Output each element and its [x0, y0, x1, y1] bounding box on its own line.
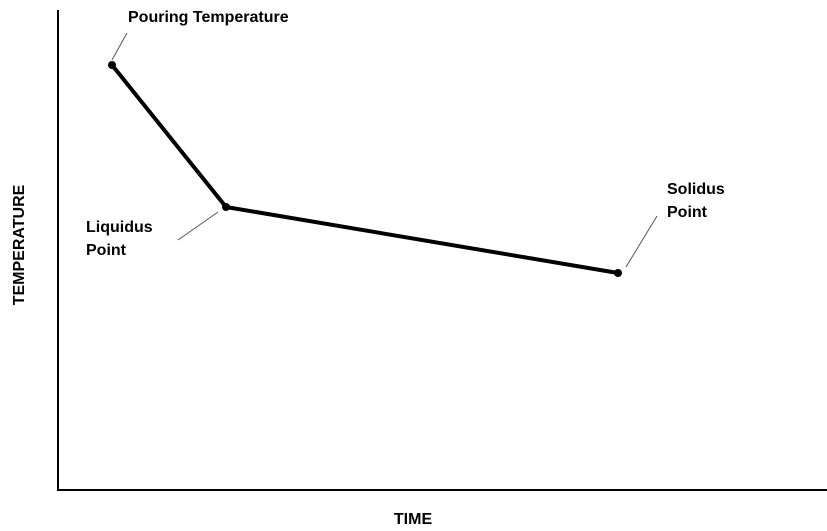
- point-marker: [614, 269, 622, 277]
- point-label: Solidus: [667, 181, 725, 198]
- point-label: Point: [667, 204, 708, 221]
- leader-line: [625, 215, 658, 268]
- point-label: Point: [86, 242, 127, 259]
- point-label: Pouring Temperature: [128, 9, 289, 26]
- point-marker: [108, 61, 116, 69]
- point-label: Liquidus: [86, 219, 153, 236]
- points: Pouring Temperature Liquidus Point Solidus P…: [86, 9, 725, 277]
- x-axis-label: TIME: [394, 511, 433, 528]
- y-axis-label: TEMPERATURE: [11, 184, 28, 305]
- leader-line: [111, 32, 128, 61]
- leader-line: [177, 211, 219, 241]
- point-marker: [222, 203, 230, 211]
